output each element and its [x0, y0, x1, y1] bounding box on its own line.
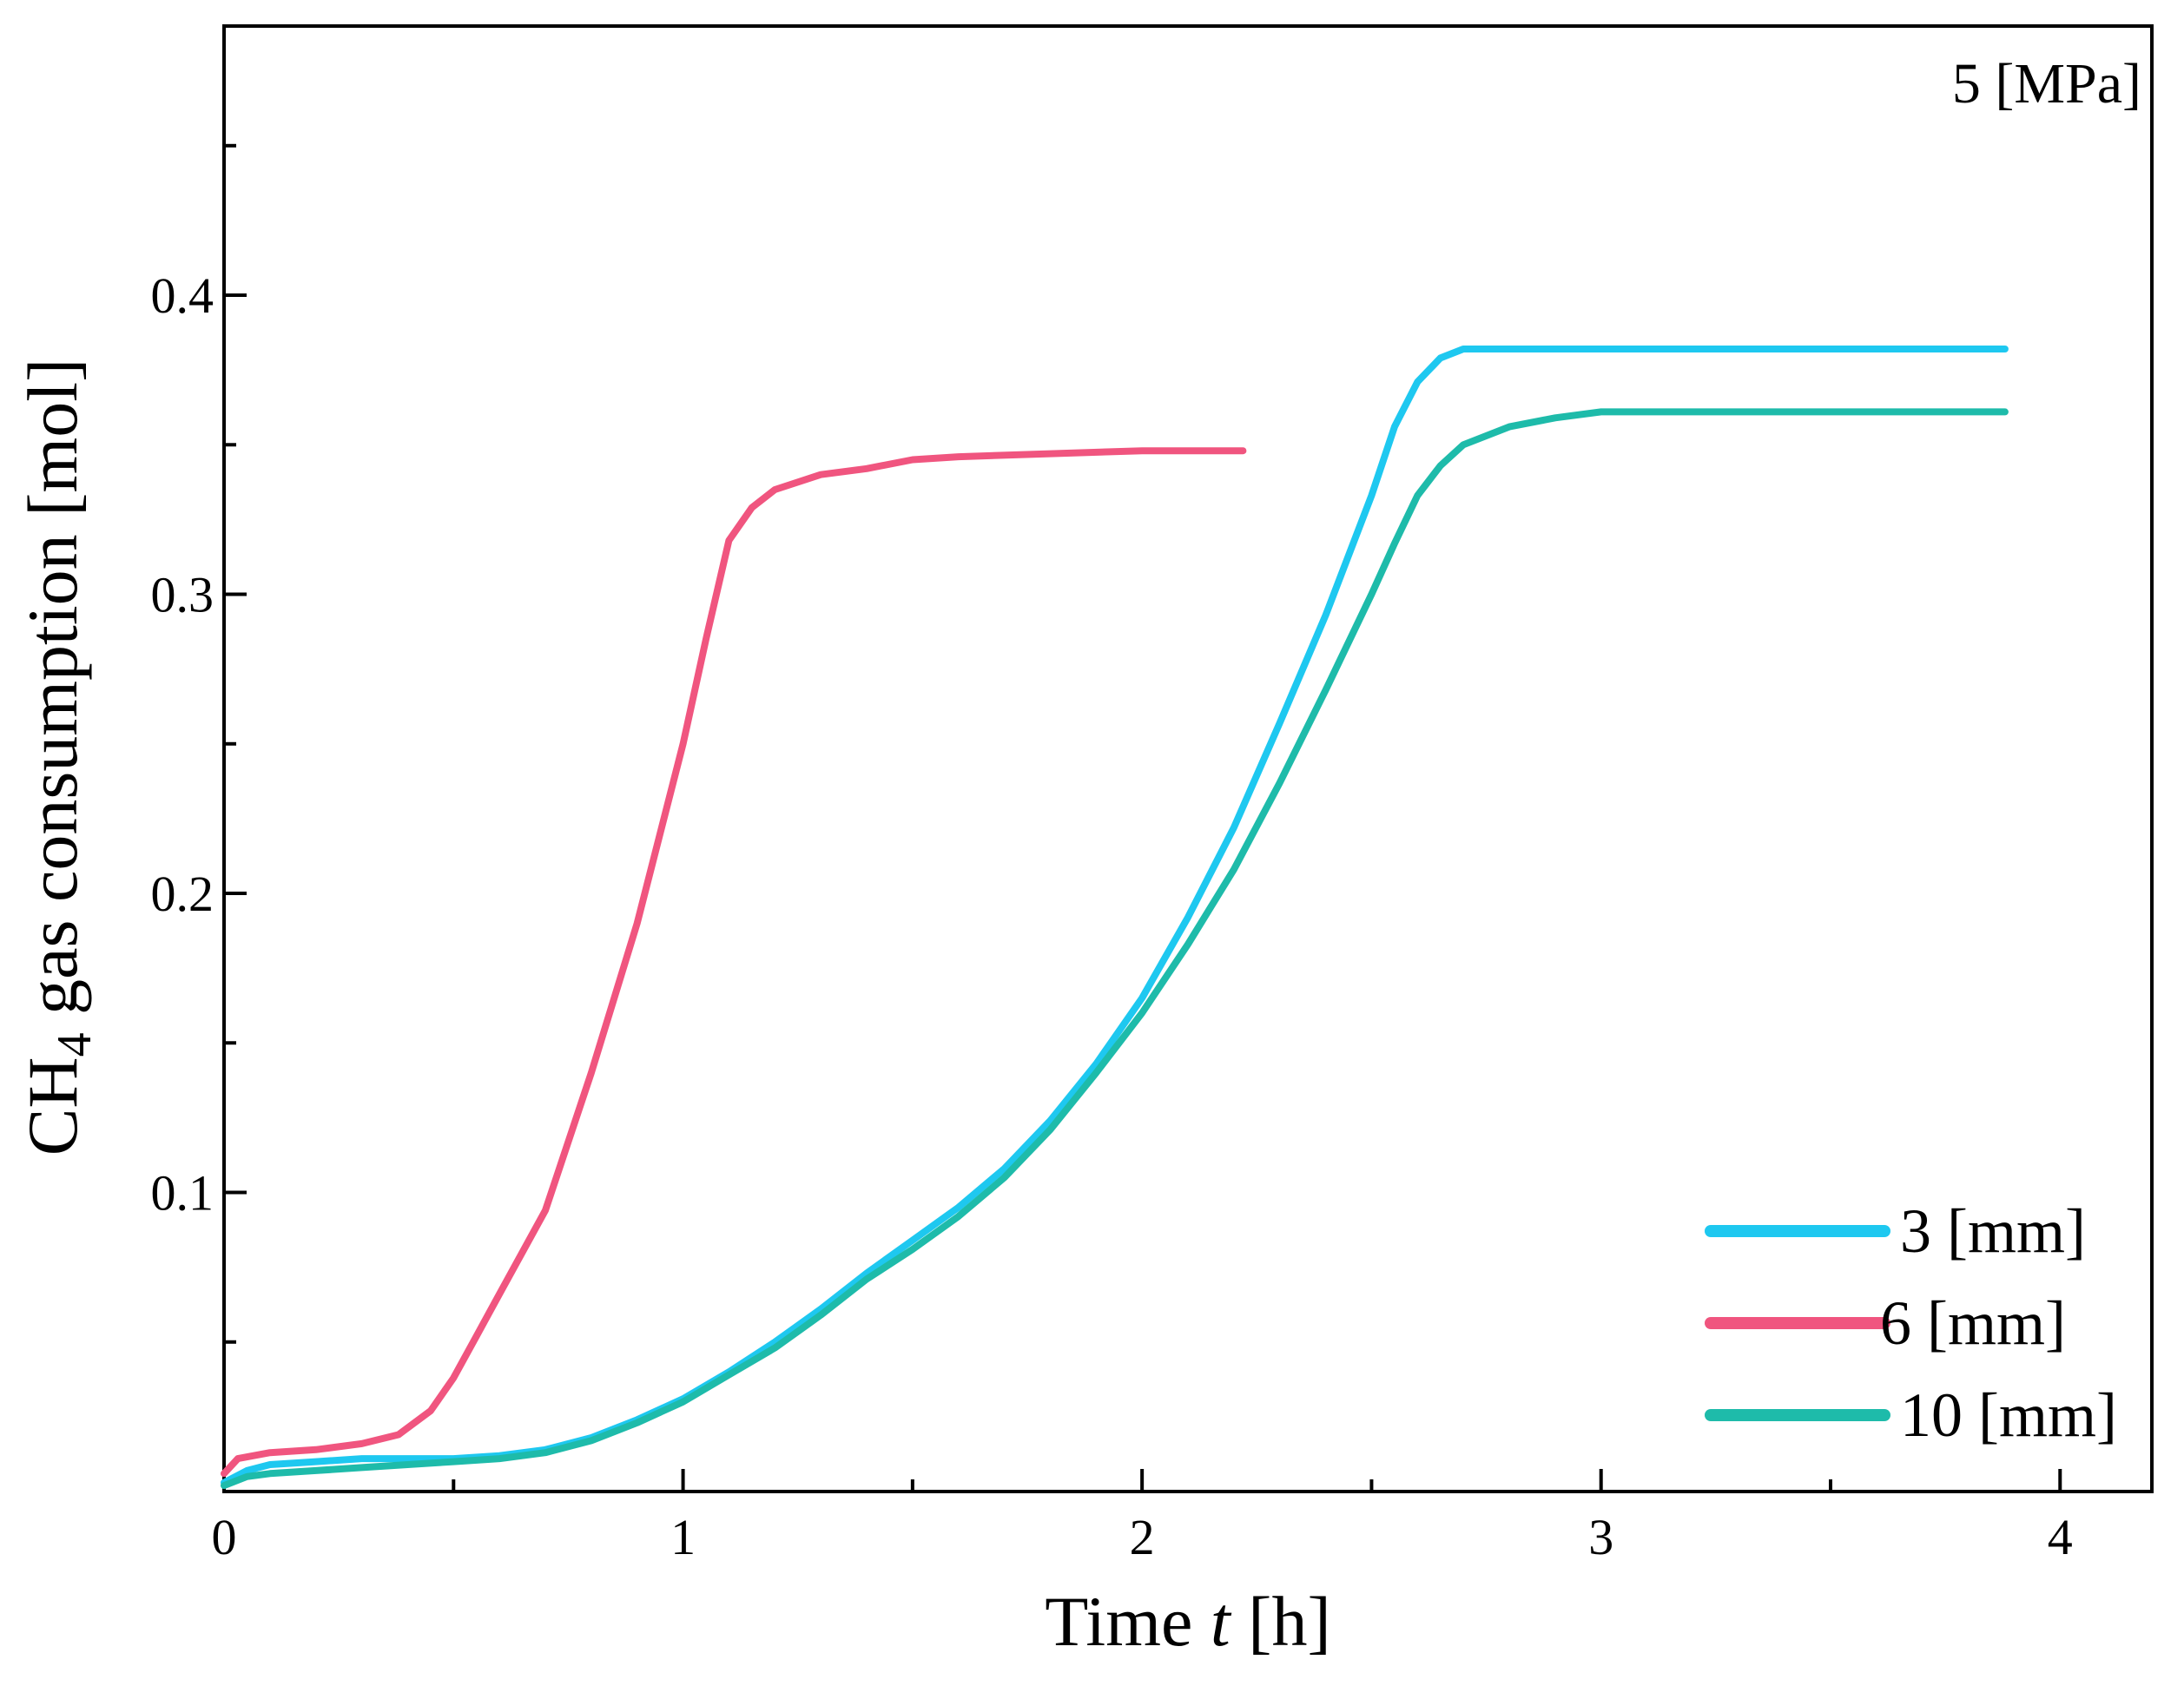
- legend-label-6mm: 6 [mm]: [1880, 1288, 2066, 1358]
- x-tick-label: 0: [212, 1509, 237, 1565]
- y-axis-title-subscript: 4: [48, 1032, 102, 1057]
- x-tick-label: 4: [2048, 1509, 2073, 1565]
- x-axis-title-suffix: [h]: [1231, 1582, 1331, 1661]
- legend-label-10mm: 10 [mm]: [1900, 1380, 2117, 1450]
- series-line-3mm: [221, 346, 2009, 1486]
- y-tick-label: 0.2: [151, 866, 214, 922]
- y-tick-label: 0.1: [151, 1165, 214, 1222]
- y-tick-label: 0.4: [151, 267, 214, 324]
- tick-labels: 0 1 2 3 4 0.1 0.2 0.3 0.4: [151, 267, 2073, 1565]
- x-axis-title: Time t [h]: [1045, 1582, 1331, 1661]
- x-axis-title-italic: t: [1211, 1582, 1232, 1661]
- legend: 3 [mm] 6 [mm] 10 [mm]: [1705, 1196, 2117, 1450]
- y-axis-title-suffix: gas consumption [mol]: [13, 359, 92, 1033]
- y-axis-title-prefix: CH: [13, 1057, 92, 1156]
- x-axis-title-prefix: Time: [1045, 1582, 1211, 1661]
- series-line-6mm: [221, 447, 1247, 1478]
- x-tick-label: 3: [1588, 1509, 1613, 1565]
- plot-frame: [222, 24, 2154, 1493]
- y-tick-label: 0.3: [151, 567, 214, 623]
- x-tick-label: 1: [670, 1509, 696, 1565]
- axis-ticks: [222, 143, 2062, 1492]
- series-line-10mm: [221, 408, 2009, 1490]
- legend-label-3mm: 3 [mm]: [1900, 1196, 2086, 1266]
- pressure-annotation: 5 [MPa]: [1952, 52, 2141, 115]
- y-axis-title: CH4 gas consumption [mol]: [13, 359, 102, 1156]
- series-layer: [221, 346, 2009, 1490]
- x-tick-label: 2: [1130, 1509, 1155, 1565]
